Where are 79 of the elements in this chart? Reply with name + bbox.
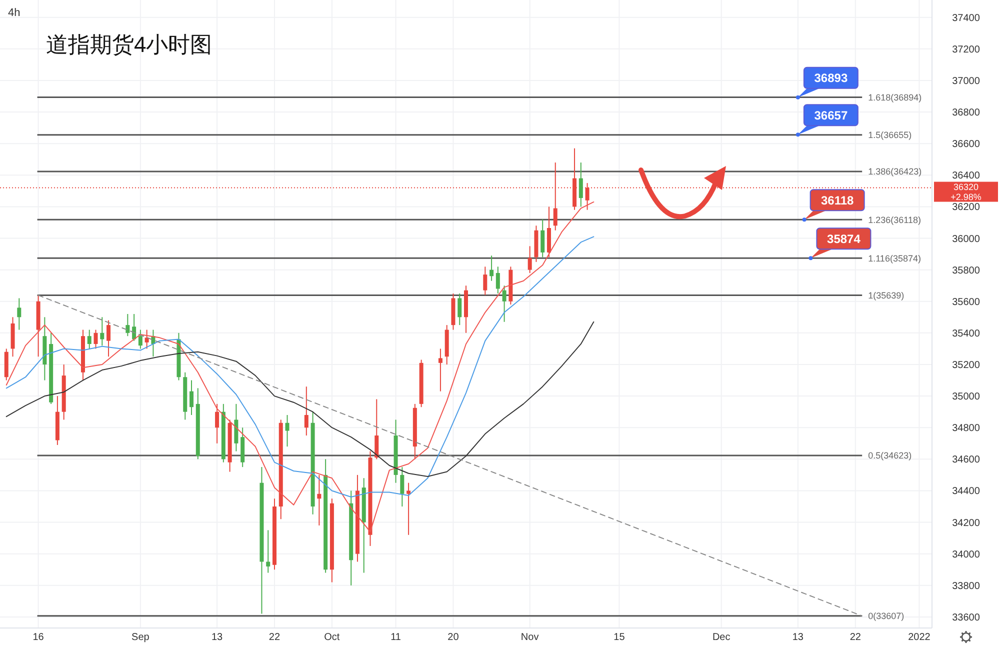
x-tick-label: 11 (390, 632, 402, 643)
candlestick (400, 466, 404, 508)
candlestick (496, 266, 500, 294)
candlestick (87, 329, 92, 350)
y-tick-label: 37000 (952, 76, 980, 87)
line-series (6, 236, 594, 498)
y-tick-label: 36400 (952, 170, 980, 182)
x-tick-label: 22 (850, 632, 862, 643)
y-tick-label: 34000 (952, 549, 980, 560)
ref-line-label: 36320 +2.98% (950, 182, 982, 202)
x-tick-label: Dec (712, 632, 730, 643)
y-tick-label: 36600 (952, 139, 980, 150)
candlestick (266, 530, 270, 574)
y-tick-label: 35200 (952, 360, 980, 371)
line-series (6, 201, 594, 532)
candlestick (17, 298, 22, 330)
annotation: 36118 (820, 193, 854, 208)
y-tick-label: 34600 (952, 454, 980, 466)
x-tick-label: 16 (32, 632, 44, 643)
x-tick-label: 2022 (908, 632, 931, 643)
candlestick (144, 329, 149, 350)
annotation: 36657 (814, 108, 848, 122)
candlestick (406, 482, 411, 536)
x-tick-label: Sep (132, 632, 150, 643)
ref-line-label: 0.5(34623) (868, 450, 912, 461)
x-tick-label: 13 (792, 632, 804, 643)
ref-line-label: 1.236(36118) (868, 214, 921, 225)
candlestick (304, 386, 308, 436)
ref-line-label: 1(35639) (868, 290, 904, 300)
x-tick-label: 20 (448, 632, 460, 643)
line-series (6, 321, 594, 478)
candlestick (438, 348, 442, 392)
candlestick (285, 414, 290, 448)
y-tick-label: 35600 (952, 296, 980, 308)
annotation: 36893 (814, 71, 848, 86)
ref-line-label: 1.5(36655) (868, 130, 912, 140)
text: 4h (8, 7, 20, 19)
y-tick-label: 34400 (952, 486, 980, 498)
ref-line-label: 0(33607) (868, 611, 904, 621)
candlestick (126, 314, 130, 337)
candlestick (540, 218, 545, 258)
candlestick (502, 285, 506, 322)
y-tick-label: 36800 (952, 108, 980, 119)
x-tick-label: 22 (268, 632, 280, 643)
y-tick-label: 35400 (952, 328, 980, 340)
y-tick-label: 33800 (952, 580, 980, 592)
y-tick-label: 33600 (952, 612, 980, 624)
candlestick (578, 162, 583, 208)
y-tick-label: 37400 (952, 12, 980, 24)
candlestick (374, 398, 379, 460)
candlestick (94, 329, 98, 350)
candlestick (234, 403, 238, 452)
y-tick-label: 36000 (952, 234, 980, 245)
candlestick (100, 316, 104, 346)
annotation: 35874 (827, 232, 861, 246)
candlestick (458, 292, 462, 326)
candlestick (317, 474, 322, 526)
ref-line-label: 1.618(36894) (868, 92, 922, 102)
y-tick-label: 37200 (952, 44, 980, 56)
candlestick (215, 403, 220, 444)
y-tick-label: 35000 (952, 392, 980, 403)
x-tick-label: Oct (324, 632, 340, 643)
y-tick-label: 36200 (952, 202, 980, 214)
x-tick-label: Nov (520, 632, 539, 643)
text: 道指期货4小时图 (46, 32, 212, 57)
x-tick-label: 15 (614, 632, 626, 643)
candlestick (138, 329, 142, 350)
ref-line-label: 1.116(35874) (868, 253, 921, 264)
candlestick (106, 320, 111, 358)
candlestick (528, 246, 532, 274)
candlestick (483, 266, 488, 296)
y-tick-label: 35800 (952, 265, 980, 276)
y-tick-label: 34800 (952, 423, 980, 434)
x-tick-label: 13 (211, 632, 224, 643)
candlestick (490, 255, 494, 282)
ref-line-label: 1.386(36423) (868, 166, 922, 177)
y-tick-label: 34200 (952, 518, 980, 529)
candlestick (190, 380, 194, 416)
candlestick (553, 162, 558, 231)
